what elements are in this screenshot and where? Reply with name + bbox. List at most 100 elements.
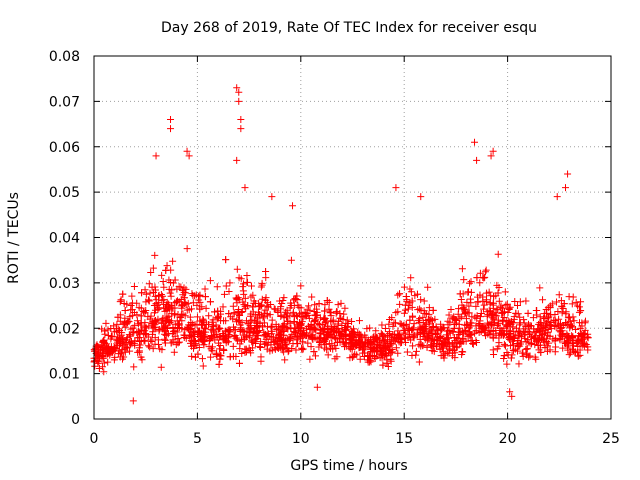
data-point [394, 308, 402, 316]
data-point [373, 343, 381, 351]
data-point [331, 355, 339, 363]
data-point [187, 305, 195, 313]
data-point [561, 338, 569, 346]
data-point [546, 332, 554, 340]
data-point [431, 315, 439, 323]
data-point [174, 335, 182, 343]
data-point [214, 325, 222, 333]
data-point [467, 337, 475, 345]
data-point [524, 309, 532, 317]
data-point [122, 343, 130, 351]
data-point [514, 347, 522, 355]
data-point [462, 315, 470, 323]
data-point [305, 302, 313, 310]
data-point [118, 346, 126, 354]
data-point [162, 266, 170, 274]
data-point [372, 327, 380, 335]
data-point [536, 328, 544, 336]
data-point [196, 332, 204, 340]
data-point [336, 334, 344, 342]
data-point [519, 352, 527, 360]
x-tick-label: 0 [90, 431, 99, 447]
data-point [255, 311, 263, 319]
data-point [577, 307, 585, 315]
data-point [309, 326, 317, 334]
data-point [390, 319, 398, 327]
data-point [323, 296, 331, 304]
chart-title: Day 268 of 2019, Rate Of TEC Index for r… [161, 20, 537, 36]
data-point [489, 346, 497, 354]
data-point [391, 337, 399, 345]
data-point [199, 337, 207, 345]
data-point [337, 299, 345, 307]
data-point [119, 290, 127, 298]
data-point [201, 293, 209, 301]
data-point [516, 321, 524, 329]
data-point [452, 319, 460, 327]
data-point [225, 310, 233, 318]
data-point [382, 344, 390, 352]
data-point [467, 299, 475, 307]
data-point [477, 328, 485, 336]
data-point [556, 335, 564, 343]
data-point [417, 325, 425, 333]
data-point [311, 352, 319, 360]
data-point [130, 363, 138, 371]
data-point [200, 341, 208, 349]
data-point [310, 348, 318, 356]
data-point [488, 310, 496, 318]
data-point [303, 332, 311, 340]
data-point [170, 348, 178, 356]
data-point [405, 331, 413, 339]
data-point [117, 296, 125, 304]
data-point [381, 352, 389, 360]
data-point [284, 348, 292, 356]
data-point [558, 309, 566, 317]
data-point [188, 352, 196, 360]
data-point [506, 318, 514, 326]
data-point [455, 305, 463, 313]
data-point [326, 344, 334, 352]
data-point [151, 251, 159, 259]
data-point [489, 327, 497, 335]
data-point [154, 305, 162, 313]
data-point [287, 324, 295, 332]
data-point [564, 314, 572, 322]
data-point [326, 309, 334, 317]
data-point [262, 268, 270, 276]
data-point [267, 301, 275, 309]
data-point [95, 357, 103, 365]
data-point [169, 336, 177, 344]
data-point [166, 319, 174, 327]
data-point [126, 313, 134, 321]
data-point [153, 301, 161, 309]
data-point [163, 314, 171, 322]
data-point [99, 338, 107, 346]
data-point [235, 97, 243, 105]
data-point [226, 328, 234, 336]
data-point [495, 297, 503, 305]
data-point [409, 342, 417, 350]
data-point [235, 316, 243, 324]
data-point [464, 332, 472, 340]
data-point [237, 125, 245, 133]
data-point [211, 308, 219, 316]
data-point [564, 346, 572, 354]
data-point [168, 286, 176, 294]
data-point [348, 353, 356, 361]
data-point [500, 340, 508, 348]
data-point [217, 352, 225, 360]
data-point [193, 313, 201, 321]
data-point [260, 319, 268, 327]
data-point [215, 360, 223, 368]
data-point [287, 256, 295, 264]
data-point [348, 317, 356, 325]
data-point [179, 310, 187, 318]
data-point [408, 297, 416, 305]
data-point [319, 327, 327, 335]
data-point [270, 338, 278, 346]
data-point [402, 293, 410, 301]
data-point [575, 332, 583, 340]
data-point [241, 184, 249, 192]
data-point [407, 274, 415, 282]
